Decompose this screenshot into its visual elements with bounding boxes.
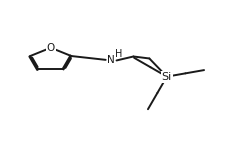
Text: O: O [47, 43, 55, 53]
Text: Si: Si [162, 72, 172, 82]
Text: H: H [115, 49, 122, 59]
Text: N: N [107, 56, 115, 65]
